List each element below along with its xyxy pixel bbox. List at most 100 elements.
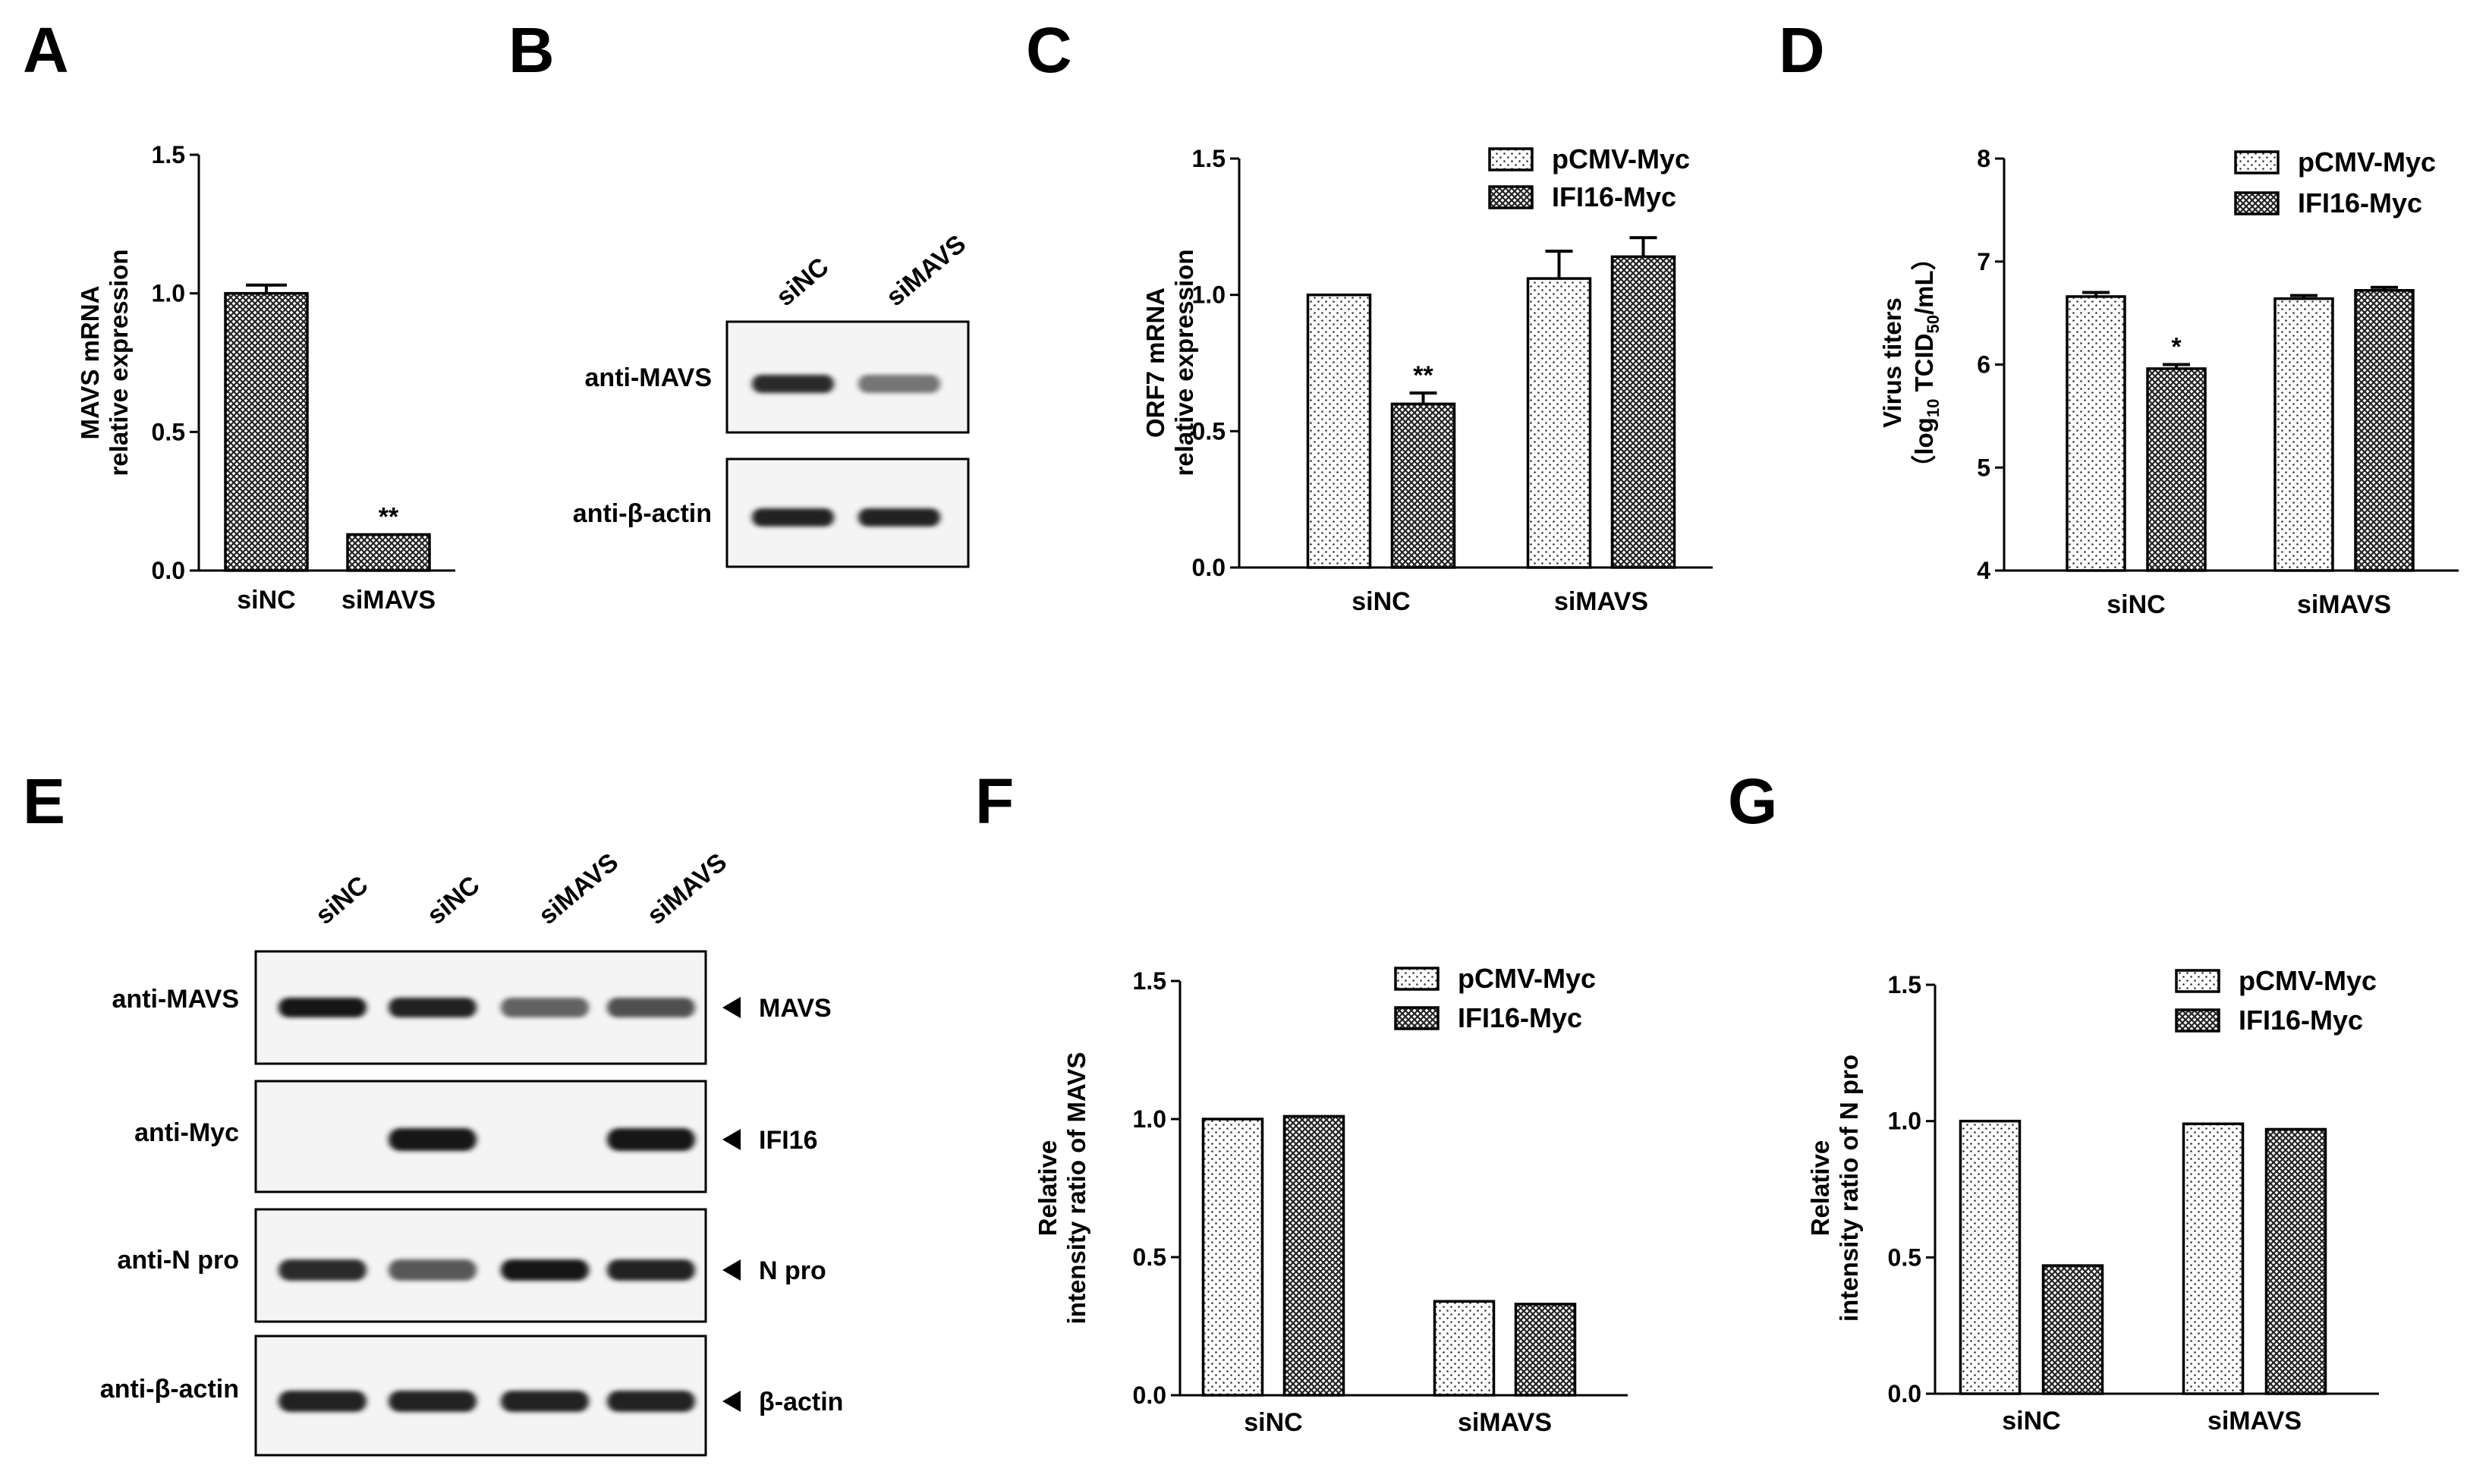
y-axis-label-line: （log10 TCID50/mL） <box>1910 245 1943 479</box>
panel-label-g: G <box>1728 766 1777 837</box>
y-axis-label: MAVS mRNArelative expression <box>76 250 133 476</box>
bar <box>2182 1122 2245 1395</box>
legend-label: pCMV-Myc <box>1552 143 1690 174</box>
western-blot-e: siNC siNC siMAVS siMAVS anti-MAVS MAVS anti-My… <box>100 847 843 1457</box>
band-arrow <box>722 1259 741 1281</box>
y-tick-label: 6 <box>1977 351 1990 379</box>
y-tick-label: 0.0 <box>1888 1380 1921 1407</box>
y-tick-label: 0.5 <box>1192 417 1226 445</box>
panel-label-e: E <box>23 766 65 837</box>
protein-band <box>278 1391 367 1412</box>
bar <box>1610 255 1676 569</box>
bar <box>2041 1264 2104 1395</box>
y-tick-label: 1.5 <box>1192 145 1226 172</box>
y-tick-label: 1.0 <box>1888 1108 1921 1135</box>
legend-label: IFI16-Myc <box>1552 181 1676 212</box>
legend-label: IFI16-Myc <box>2239 1005 2363 1036</box>
y-axis-label-line: ORF7 mRNA <box>1141 288 1169 438</box>
chart-d-virus-titers: 4 5 6 7 8 * siNC siMAVS Virus titers（log10 TCID5… <box>1878 145 2459 619</box>
protein-band <box>389 998 477 1017</box>
y-axis-label: Virus titers（log10 TCID50/mL） <box>1878 245 1943 479</box>
y-tick-label: 4 <box>1977 557 1990 584</box>
bar <box>1282 1115 1345 1397</box>
panel-label-c: C <box>1026 14 1072 86</box>
protein-band <box>278 998 367 1017</box>
lane-label: siMAVS <box>533 847 624 930</box>
panel-label-b: B <box>508 14 555 86</box>
protein-band <box>501 1391 589 1412</box>
significance-label: * <box>2171 333 2182 362</box>
y-tick-label: 1.0 <box>1192 281 1226 309</box>
y-axis-label-line: Relative <box>1034 1140 1062 1237</box>
bar <box>2264 1127 2327 1395</box>
protein-band <box>278 1259 367 1281</box>
y-tick-label: 7 <box>1977 248 1990 275</box>
legend-label: pCMV-Myc <box>1458 963 1596 994</box>
bar <box>1306 293 1372 569</box>
antibody-label: anti-β-actin <box>100 1375 239 1404</box>
band-arrow <box>722 997 741 1018</box>
protein-band <box>607 1128 695 1151</box>
y-axis-label-line: Virus titers <box>1878 297 1906 428</box>
x-category-label: siNC <box>1244 1408 1302 1437</box>
legend-swatch <box>1394 967 1440 991</box>
protein-band <box>501 1259 589 1281</box>
band-name-label: N pro <box>759 1256 826 1285</box>
lane-label: siNC <box>771 252 835 312</box>
y-axis-label: Relativeintensity ratio of N pro <box>1806 1055 1863 1322</box>
bar <box>346 533 431 572</box>
lane-label: siMAVS <box>642 847 732 930</box>
y-tick-label: 1.5 <box>1133 967 1166 995</box>
protein-band <box>389 1128 477 1151</box>
y-axis-label-line: intensity ratio of MAVS <box>1062 1052 1090 1325</box>
significance-label: ** <box>379 503 399 532</box>
y-axis-label-line: intensity ratio of N pro <box>1835 1055 1863 1322</box>
x-category-label: siMAVS <box>341 586 436 615</box>
panel-label-f: F <box>975 766 1014 837</box>
bar <box>2354 289 2415 572</box>
band-name-label: IFI16 <box>759 1126 817 1155</box>
protein-band <box>607 1391 695 1412</box>
y-axis-label-line: Relative <box>1806 1140 1834 1237</box>
x-category-label: siMAVS <box>1458 1408 1552 1437</box>
lane-label: siNC <box>422 870 486 930</box>
y-tick-label: 1.5 <box>152 141 185 168</box>
x-category-label: siNC <box>1351 587 1410 616</box>
panel-label-a: A <box>23 14 69 86</box>
x-category-label: siMAVS <box>1554 587 1648 616</box>
lane-label: siMAVS <box>881 229 971 312</box>
band-arrow <box>722 1129 741 1150</box>
bar <box>1526 277 1592 569</box>
y-axis-label-part: TCID <box>1910 334 1938 399</box>
band-name-label: β-actin <box>759 1388 843 1416</box>
y-axis-label: ORF7 mRNArelative expression <box>1141 250 1198 476</box>
legend-label: pCMV-Myc <box>2239 965 2377 996</box>
y-tick-label: 0.5 <box>1133 1243 1166 1271</box>
legend-swatch <box>1394 1006 1440 1030</box>
bar <box>1390 402 1456 569</box>
legend-swatch <box>1488 147 1534 171</box>
antibody-label: anti-N pro <box>117 1246 239 1275</box>
legend-swatch <box>2175 1008 2220 1033</box>
y-axis-label-part: （log <box>1910 417 1938 479</box>
bar <box>1514 1303 1577 1397</box>
y-tick-label: 1.5 <box>1888 971 1921 998</box>
y-axis-label-part: /mL） <box>1910 245 1938 315</box>
y-tick-label: 8 <box>1977 145 1990 172</box>
protein-band <box>607 1259 695 1281</box>
legend-swatch <box>2175 969 2220 993</box>
chart-f-mavs-intensity: 0.0 0.5 1.0 1.5 siNC siMAVS Relativeintensity … <box>1034 963 1628 1437</box>
legend-swatch <box>2234 191 2280 215</box>
significance-label: ** <box>1413 361 1433 390</box>
bar <box>1201 1118 1264 1397</box>
chart-c-orf7-mrna: 0.0 0.5 1.0 1.5 ** siNC siMAVS ORF7 mRNArelativ… <box>1141 143 1713 616</box>
protein-band <box>389 1259 477 1281</box>
y-axis-label-subscript: 50 <box>1924 315 1943 333</box>
antibody-label: anti-β-actin <box>573 499 712 528</box>
y-tick-label: 1.0 <box>152 280 185 307</box>
bar <box>2273 297 2334 572</box>
x-category-label: siNC <box>2107 590 2165 619</box>
protein-band <box>389 1391 477 1412</box>
bar <box>2146 367 2207 572</box>
